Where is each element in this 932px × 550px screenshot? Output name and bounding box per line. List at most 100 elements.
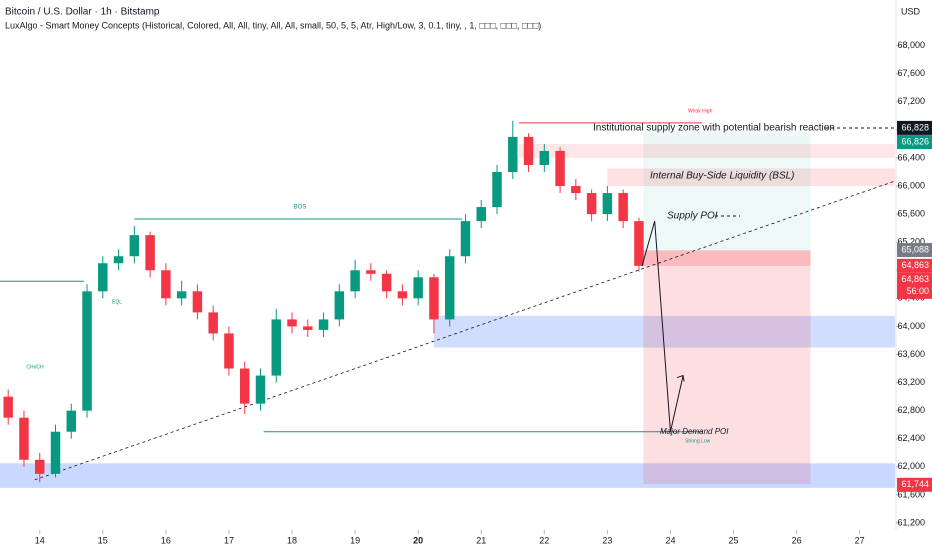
countdown: 56:00: [906, 286, 929, 296]
y-tick-label: 61,200: [897, 517, 925, 527]
annotation: Major Demand POI: [660, 427, 729, 436]
candle-body: [66, 410, 77, 432]
candle-body: [476, 207, 486, 222]
annotation: Supply POI: [667, 211, 718, 222]
zone: [643, 130, 811, 252]
candle-body: [334, 291, 345, 320]
y-tick-label: 63,200: [897, 377, 925, 387]
price-tag: [897, 258, 932, 273]
x-tick-label: 17: [224, 535, 234, 545]
candle-body: [602, 193, 613, 215]
candle-body: [145, 235, 155, 271]
price-tag-label: 65,088: [901, 244, 929, 254]
candle-body: [50, 431, 61, 474]
y-tick-label: 64,000: [897, 321, 925, 331]
candle-body: [539, 150, 550, 165]
price-tag-label: 64,863: [901, 260, 929, 270]
y-tick-label: 61,600: [897, 489, 925, 499]
candle-body: [82, 291, 92, 411]
candle-body: [350, 270, 360, 292]
annotation: EQL: [112, 299, 122, 305]
price-tag-label: 61,744: [901, 479, 929, 489]
x-tick-label: 16: [161, 535, 171, 545]
x-tick-label: 15: [98, 535, 108, 545]
price-tag-label: 66,826: [901, 136, 929, 146]
candle-body: [555, 150, 565, 187]
currency: USD: [901, 6, 921, 16]
candle-body: [192, 291, 203, 313]
trendline: [34, 180, 896, 481]
y-tick-label: 65,600: [897, 208, 925, 218]
zone: [607, 168, 895, 187]
y-tick-label: 68,000: [897, 40, 925, 50]
y-tick-label: 67,600: [897, 68, 925, 78]
price-tag: [897, 272, 932, 299]
x-tick-label: 20: [413, 535, 423, 545]
candle-body: [618, 193, 628, 222]
annotation: Internal Buy-Side Liquidity (BSL): [650, 171, 795, 182]
candle-body: [586, 193, 597, 215]
indicator-label: LuxAlgo - Smart Money Concepts (Historic…: [5, 20, 541, 30]
candle-body: [113, 256, 124, 264]
y-tick-label: 62,800: [897, 405, 925, 415]
candle-body: [381, 273, 392, 292]
candle-body: [287, 319, 297, 327]
zone: [643, 251, 811, 484]
price-tag-label: 64,863: [901, 274, 929, 284]
x-tick-label: 27: [855, 535, 865, 545]
candle-body: [460, 221, 471, 257]
x-tick-label: 23: [602, 535, 612, 545]
y-tick-label: 66,400: [897, 152, 925, 162]
candle-body: [571, 186, 581, 194]
candle-body: [318, 319, 329, 330]
zone: [643, 250, 811, 266]
x-tick-label: 25: [729, 535, 739, 545]
projection-path: [641, 220, 684, 432]
arrow-head: [676, 374, 685, 382]
candle-body: [129, 235, 140, 257]
y-tick-label: 63,600: [897, 349, 925, 359]
candle-body: [397, 291, 408, 299]
annotation: Strong Low: [685, 438, 711, 444]
price-tag-label: 66,828: [901, 122, 929, 132]
price-tag: [897, 243, 932, 258]
x-tick-label: 22: [539, 535, 549, 545]
price-tag: [897, 477, 932, 492]
candle-body: [98, 263, 108, 292]
candle-body: [208, 312, 218, 334]
y-tick-label: 66,000: [897, 180, 925, 190]
candle-body: [3, 396, 13, 418]
candle-body: [255, 375, 266, 404]
candle-body: [35, 459, 45, 474]
x-tick-label: 26: [792, 535, 802, 545]
zone: [0, 463, 895, 488]
candle-body: [161, 270, 171, 299]
candle-body: [508, 136, 518, 172]
candle-body: [366, 270, 376, 274]
chart-title: Bitcoin / U.S. Dollar · 1h · Bitstamp: [5, 7, 160, 18]
price-tag: [897, 120, 932, 135]
annotation: BOS: [294, 205, 307, 211]
candle-body: [176, 291, 187, 299]
y-tick-label: 65,200: [897, 237, 925, 247]
candle-body: [224, 333, 234, 369]
x-tick-label: 14: [35, 535, 45, 545]
y-tick-label: 62,400: [897, 433, 925, 443]
candle-body: [19, 417, 29, 460]
annotation: Weak High: [688, 108, 713, 114]
annotation: Institutional supply zone with potential…: [593, 123, 835, 134]
candle-body: [492, 171, 502, 208]
candle-body: [271, 319, 281, 376]
price-tag: [897, 135, 932, 150]
y-tick-label: 67,200: [897, 96, 925, 106]
annotation: CHoCH: [26, 364, 44, 370]
x-tick-label: 24: [665, 535, 675, 545]
candle-body: [444, 256, 455, 320]
y-tick-label: 62,000: [897, 461, 925, 471]
candle-body: [634, 221, 644, 266]
x-tick-label: 21: [476, 535, 486, 545]
x-tick-label: 19: [350, 535, 360, 545]
zone: [519, 143, 895, 158]
